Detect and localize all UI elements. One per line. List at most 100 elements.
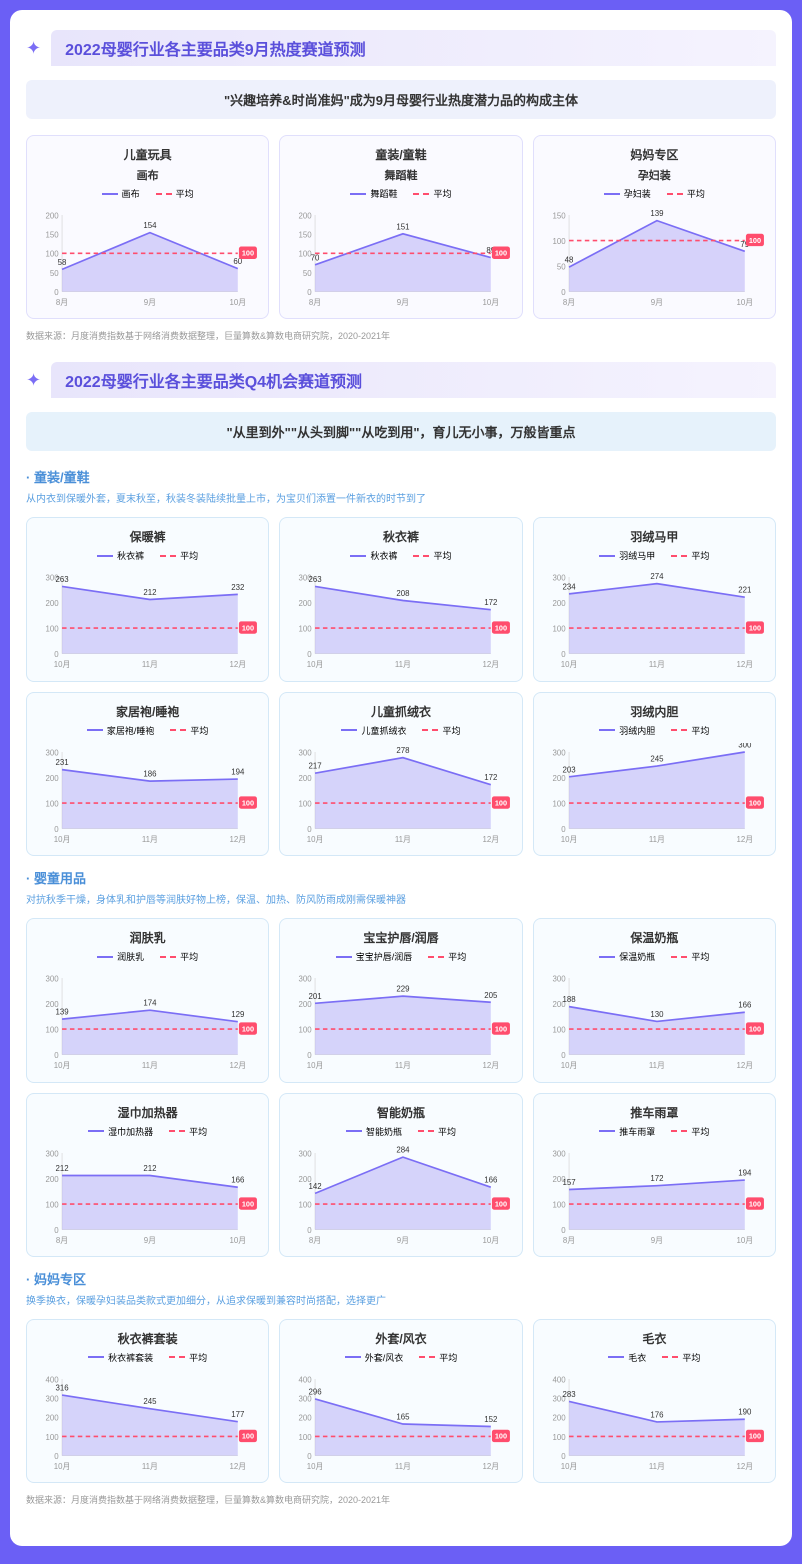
svg-text:9月: 9月 (144, 1236, 156, 1245)
chart-title: 毛衣 (542, 1330, 767, 1347)
chart-svg: 01002003008月9月10月 142284166100 (288, 1144, 513, 1245)
category-chart-grid: 秋衣裤套装 秋衣裤套装 平均 010020030040010月11月12月 31… (26, 1319, 776, 1483)
section1-subtitle: "兴趣培养&时尚准妈"成为9月母婴行业热度潜力品的构成主体 (26, 80, 776, 119)
section2-header: ✦ 2022母婴行业各主要品类Q4机会赛道预测 (26, 362, 776, 398)
svg-text:0: 0 (561, 1452, 566, 1461)
svg-text:200: 200 (46, 1414, 60, 1423)
svg-text:8月: 8月 (56, 298, 68, 307)
svg-text:300: 300 (552, 748, 566, 757)
chart-card: 家居袍/睡袍 家居袍/睡袍 平均 010020030010月11月12月 231… (26, 692, 269, 856)
chart-card: 湿巾加热器 湿巾加热器 平均 01002003008月9月10月 2122121… (26, 1093, 269, 1257)
svg-text:129: 129 (231, 1010, 244, 1019)
svg-text:11月: 11月 (649, 835, 665, 844)
svg-text:177: 177 (231, 1410, 244, 1419)
category-header: 童装/童鞋 (26, 467, 776, 486)
svg-text:100: 100 (242, 1432, 254, 1441)
svg-text:10月: 10月 (483, 1236, 500, 1245)
svg-text:12月: 12月 (736, 1061, 753, 1070)
svg-text:165: 165 (397, 1412, 411, 1421)
svg-text:11月: 11月 (142, 835, 158, 844)
chart-title: 保温奶瓶 (542, 929, 767, 946)
svg-text:11月: 11月 (649, 1061, 665, 1070)
svg-text:201: 201 (309, 992, 322, 1001)
svg-text:9月: 9月 (397, 298, 409, 307)
svg-text:176: 176 (650, 1410, 664, 1419)
chart-legend: 秋衣裤 平均 (35, 549, 260, 562)
chart-svg: 01002003008月9月10月 157172194100 (542, 1144, 767, 1245)
svg-text:10月: 10月 (560, 835, 577, 844)
svg-text:190: 190 (738, 1408, 752, 1417)
svg-text:100: 100 (552, 1026, 566, 1035)
chart-svg: 010020030010月11月12月 217278172100 (288, 743, 513, 844)
svg-text:12月: 12月 (483, 661, 500, 670)
svg-text:300: 300 (46, 1149, 60, 1158)
chart-card: 儿童玩具 画布 画布 平均 0501001502008月9月10月 581546… (26, 135, 269, 319)
category-desc: 换季换衣，保暖孕妇装品类款式更加细分，从追求保暖到兼容时尚搭配，选择更广 (26, 1292, 776, 1307)
svg-text:100: 100 (552, 237, 566, 246)
svg-text:12月: 12月 (736, 1462, 753, 1471)
chart-title: 儿童抓绒衣 (288, 703, 513, 720)
legend-avg: 平均 (422, 724, 460, 737)
svg-text:70: 70 (311, 253, 320, 262)
svg-text:400: 400 (299, 1375, 313, 1384)
svg-text:174: 174 (143, 999, 157, 1008)
svg-text:100: 100 (299, 1026, 313, 1035)
svg-text:100: 100 (242, 1025, 254, 1034)
legend-avg: 平均 (160, 549, 198, 562)
svg-text:0: 0 (54, 650, 59, 659)
svg-text:296: 296 (309, 1387, 323, 1396)
svg-text:10月: 10月 (54, 661, 71, 670)
legend-avg: 平均 (428, 950, 466, 963)
chart-svg: 0501001502008月9月10月 7015189100 (288, 206, 513, 307)
svg-text:0: 0 (561, 1051, 566, 1060)
svg-text:10月: 10月 (54, 1061, 71, 1070)
svg-text:100: 100 (748, 624, 760, 633)
svg-text:8月: 8月 (563, 298, 575, 307)
svg-text:300: 300 (299, 748, 313, 757)
chart-svg: 010020030010月11月12月 201229205100 (288, 969, 513, 1070)
svg-text:300: 300 (46, 748, 60, 757)
svg-text:172: 172 (650, 1174, 663, 1183)
legend-avg: 平均 (156, 187, 194, 200)
svg-text:263: 263 (55, 575, 69, 584)
svg-text:232: 232 (231, 583, 244, 592)
svg-text:200: 200 (299, 774, 313, 783)
chart-legend: 毛衣 平均 (542, 1351, 767, 1364)
category-chart-grid: 保暖裤 秋衣裤 平均 010020030010月11月12月 263212232… (26, 517, 776, 856)
svg-text:274: 274 (650, 573, 664, 582)
category-chart-grid: 润肤乳 润肤乳 平均 010020030010月11月12月 139174129… (26, 918, 776, 1257)
svg-text:9月: 9月 (144, 298, 156, 307)
svg-text:11月: 11月 (395, 1061, 411, 1070)
svg-text:9月: 9月 (650, 298, 662, 307)
svg-text:0: 0 (561, 288, 566, 297)
svg-text:200: 200 (46, 599, 60, 608)
chart-legend: 宝宝护唇/润唇 平均 (288, 950, 513, 963)
chart-title: 智能奶瓶 (288, 1104, 513, 1121)
chart-legend: 舞蹈鞋 平均 (288, 187, 513, 200)
svg-text:151: 151 (397, 222, 410, 231)
svg-text:100: 100 (299, 1433, 313, 1442)
svg-text:11月: 11月 (142, 1462, 158, 1471)
section1-chart-grid: 儿童玩具 画布 画布 平均 0501001502008月9月10月 581546… (26, 135, 776, 319)
chart-svg: 010020030010月11月12月 188130166100 (542, 969, 767, 1070)
svg-text:0: 0 (308, 1452, 313, 1461)
section1-header: ✦ 2022母婴行业各主要品类9月热度赛道预测 (26, 30, 776, 66)
svg-text:8月: 8月 (563, 1236, 575, 1245)
chart-svg: 010020030040010月11月12月 296165152100 (288, 1370, 513, 1471)
chart-title: 宝宝护唇/润唇 (288, 929, 513, 946)
svg-text:100: 100 (299, 625, 313, 634)
svg-text:0: 0 (308, 1226, 313, 1235)
svg-text:12月: 12月 (483, 1462, 500, 1471)
svg-text:100: 100 (242, 624, 254, 633)
chart-title: 秋衣裤 (288, 528, 513, 545)
svg-text:100: 100 (242, 798, 254, 807)
chart-title: 妈妈专区 (542, 146, 767, 163)
chart-card: 润肤乳 润肤乳 平均 010020030010月11月12月 139174129… (26, 918, 269, 1082)
legend-avg: 平均 (671, 950, 709, 963)
chart-subtitle: 舞蹈鞋 (288, 167, 513, 183)
chart-svg: 010020030010月11月12月 263212232100 (35, 568, 260, 669)
svg-text:194: 194 (738, 1168, 752, 1177)
chart-legend: 儿童抓绒衣 平均 (288, 724, 513, 737)
svg-text:10月: 10月 (307, 835, 324, 844)
chart-title: 润肤乳 (35, 929, 260, 946)
